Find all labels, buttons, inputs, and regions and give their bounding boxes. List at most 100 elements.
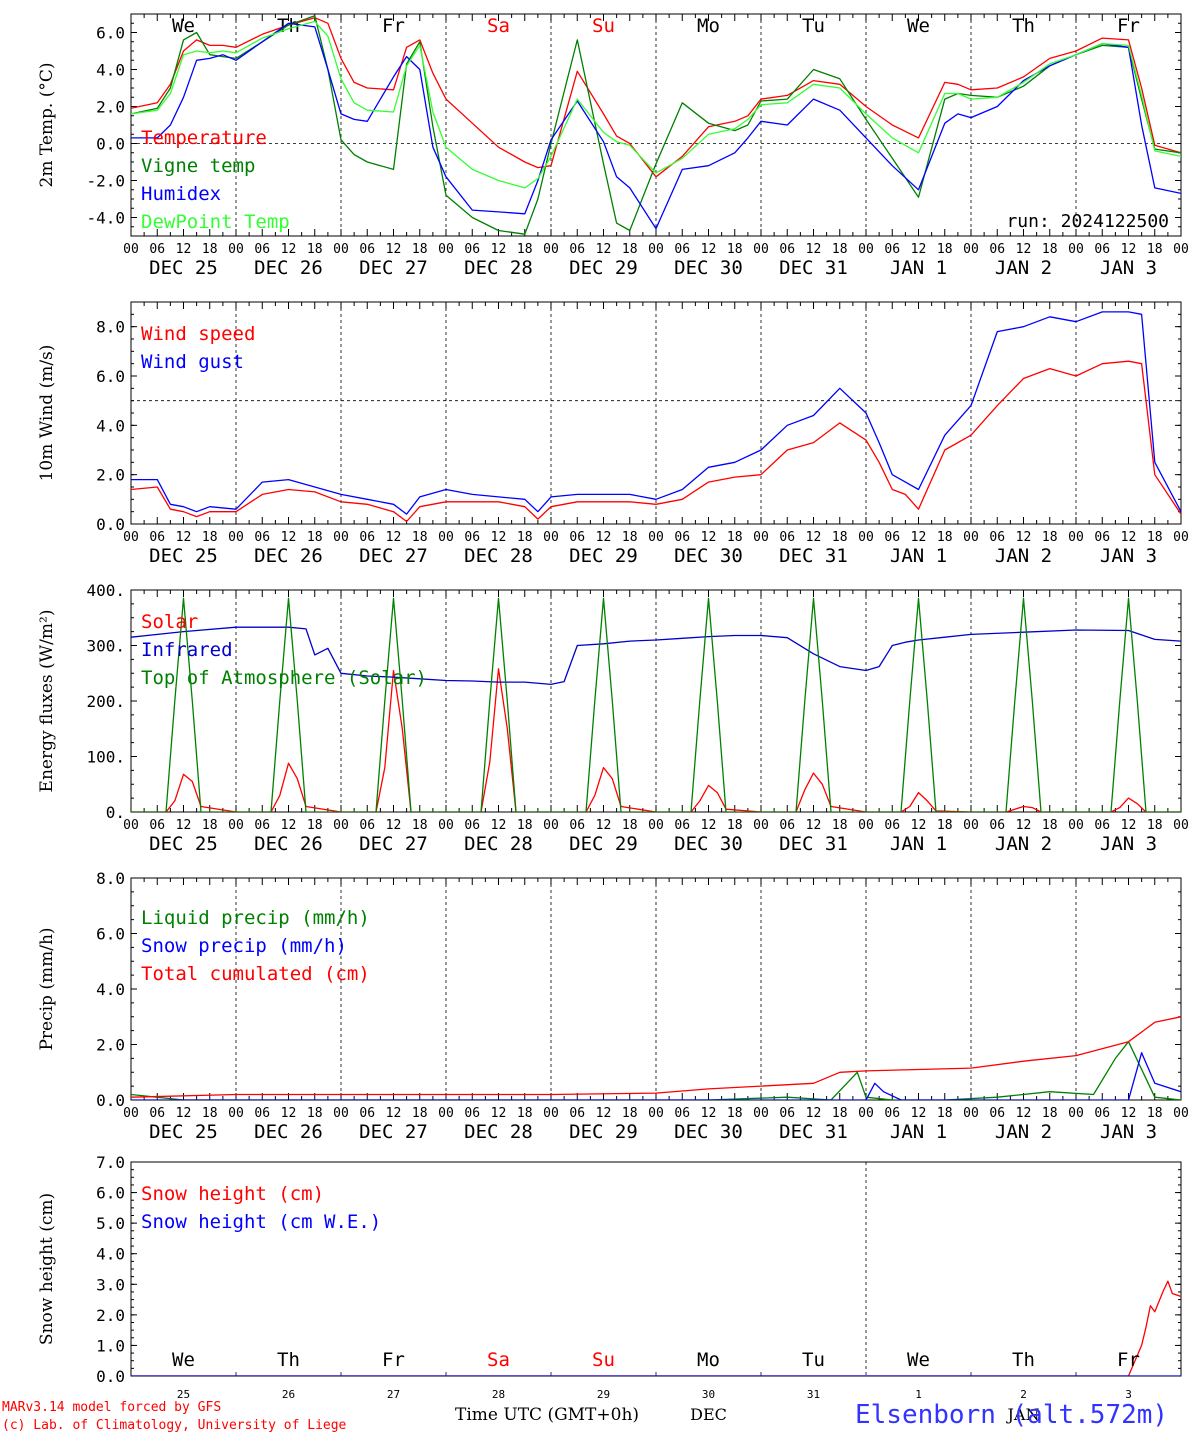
y-tick-label: 4.0 [96, 980, 125, 999]
weekday-label: Th [1012, 1349, 1035, 1371]
date-label: DEC 29 [569, 545, 638, 567]
date-label: DEC 28 [464, 545, 533, 567]
hour-tick-label: 12 [386, 242, 402, 257]
hour-tick-label: 12 [176, 242, 192, 257]
date-label: JAN 3 [1100, 1121, 1157, 1143]
date-label: JAN 1 [890, 833, 947, 855]
hour-tick-label: 18 [727, 1106, 743, 1121]
hour-tick-label: 00 [858, 818, 874, 833]
hour-tick-label: 00 [858, 1106, 874, 1121]
date-label: DEC 29 [569, 833, 638, 855]
y-tick-label: -2.0 [86, 172, 125, 191]
day-number-label: 30 [702, 1388, 715, 1401]
hour-tick-label: 12 [1016, 530, 1032, 545]
hour-tick-label: 18 [517, 530, 533, 545]
legend-entry: Wind speed [141, 323, 255, 345]
y-tick-label: 4.0 [96, 1245, 125, 1264]
hour-tick-label: 18 [412, 818, 428, 833]
hour-tick-label: 06 [359, 1106, 375, 1121]
weekday-label: Mo [697, 1349, 720, 1371]
time-axis-label: Time UTC (GMT+0h) [455, 1405, 640, 1425]
hour-tick-label: 06 [464, 1106, 480, 1121]
series-line-dewpoint-temp [131, 20, 1181, 189]
date-label: JAN 2 [995, 1121, 1052, 1143]
hour-tick-label: 06 [254, 1106, 270, 1121]
hour-tick-label: 00 [963, 242, 979, 257]
day-number-label: 29 [597, 1388, 610, 1401]
hour-tick-label: 18 [1042, 530, 1058, 545]
hour-tick-label: 12 [1121, 242, 1137, 257]
date-label: DEC 25 [149, 545, 218, 567]
hour-tick-label: 12 [386, 818, 402, 833]
legend-entry: Liquid precip (mm/h) [141, 907, 370, 929]
series-line-liquid-precip-mm-h [131, 1041, 1181, 1100]
series-line-vigne-temp [131, 15, 1181, 235]
hour-tick-label: 12 [491, 818, 507, 833]
hour-tick-label: 06 [779, 1106, 795, 1121]
date-label: DEC 30 [674, 1121, 743, 1143]
date-label: DEC 28 [464, 257, 533, 279]
hour-tick-label: 18 [937, 530, 953, 545]
hour-tick-label: 00 [648, 242, 664, 257]
hour-tick-label: 18 [412, 530, 428, 545]
hour-tick-label: 18 [1147, 1106, 1163, 1121]
hour-tick-label: 06 [254, 818, 270, 833]
hour-tick-label: 12 [1016, 818, 1032, 833]
date-label: DEC 28 [464, 833, 533, 855]
series-line-humidex [131, 22, 1181, 230]
date-label: DEC 27 [359, 1121, 428, 1143]
hour-tick-label: 18 [517, 242, 533, 257]
y-tick-label: 400. [86, 581, 125, 600]
weekday-label: Fr [1117, 1349, 1140, 1371]
hour-tick-label: 00 [753, 1106, 769, 1121]
date-label: JAN 2 [995, 545, 1052, 567]
hour-tick-label: 00 [438, 242, 454, 257]
date-label: DEC 27 [359, 545, 428, 567]
run-annotation: run: 2024122500 [1006, 211, 1169, 232]
panel-3: 0. 100. 200. 300. 400. Energy fluxes (W/m²) 00… [37, 581, 1189, 855]
y-tick-label: 3.0 [96, 1275, 125, 1294]
hour-tick-label: 18 [832, 818, 848, 833]
series-line-wind-speed [131, 360, 1181, 523]
hour-tick-label: 06 [1094, 530, 1110, 545]
hour-tick-label: 18 [727, 818, 743, 833]
hour-tick-label: 06 [779, 818, 795, 833]
date-label: DEC 29 [569, 1121, 638, 1143]
date-label: DEC 30 [674, 833, 743, 855]
hour-tick-label: 12 [806, 530, 822, 545]
hour-tick-label: 00 [438, 818, 454, 833]
hour-tick-label: 00 [228, 1106, 244, 1121]
hour-tick-label: 06 [254, 530, 270, 545]
hour-tick-label: 06 [569, 242, 585, 257]
y-axis-label: Precip (mm/h) [37, 927, 57, 1050]
hour-tick-label: 18 [307, 242, 323, 257]
hour-tick-label: 06 [254, 242, 270, 257]
hour-tick-label: 00 [1068, 242, 1084, 257]
hour-tick-label: 06 [884, 530, 900, 545]
hour-tick-label: 06 [779, 242, 795, 257]
date-label: DEC 27 [359, 833, 428, 855]
hour-tick-label: 12 [281, 242, 297, 257]
y-tick-label: 1.0 [96, 1336, 125, 1355]
hour-tick-label: 00 [1173, 530, 1189, 545]
weekday-label: Su [592, 1349, 615, 1371]
y-axis-label: 2m Temp. (°C) [37, 62, 57, 187]
hour-tick-label: 06 [884, 818, 900, 833]
hour-tick-label: 00 [333, 818, 349, 833]
hour-tick-label: 12 [1121, 818, 1137, 833]
weekday-label: We [907, 1349, 930, 1371]
weekday-label: Fr [382, 1349, 405, 1371]
y-tick-label: -4.0 [86, 209, 125, 228]
hour-tick-label: 18 [937, 818, 953, 833]
legend-entry: Snow height (cm) [141, 1183, 324, 1205]
y-tick-label: 6.0 [96, 24, 125, 43]
hour-tick-label: 18 [727, 530, 743, 545]
hour-tick-label: 06 [359, 818, 375, 833]
hour-tick-label: 06 [674, 242, 690, 257]
hour-tick-label: 00 [438, 530, 454, 545]
hour-tick-label: 12 [596, 530, 612, 545]
hour-tick-label: 18 [832, 1106, 848, 1121]
